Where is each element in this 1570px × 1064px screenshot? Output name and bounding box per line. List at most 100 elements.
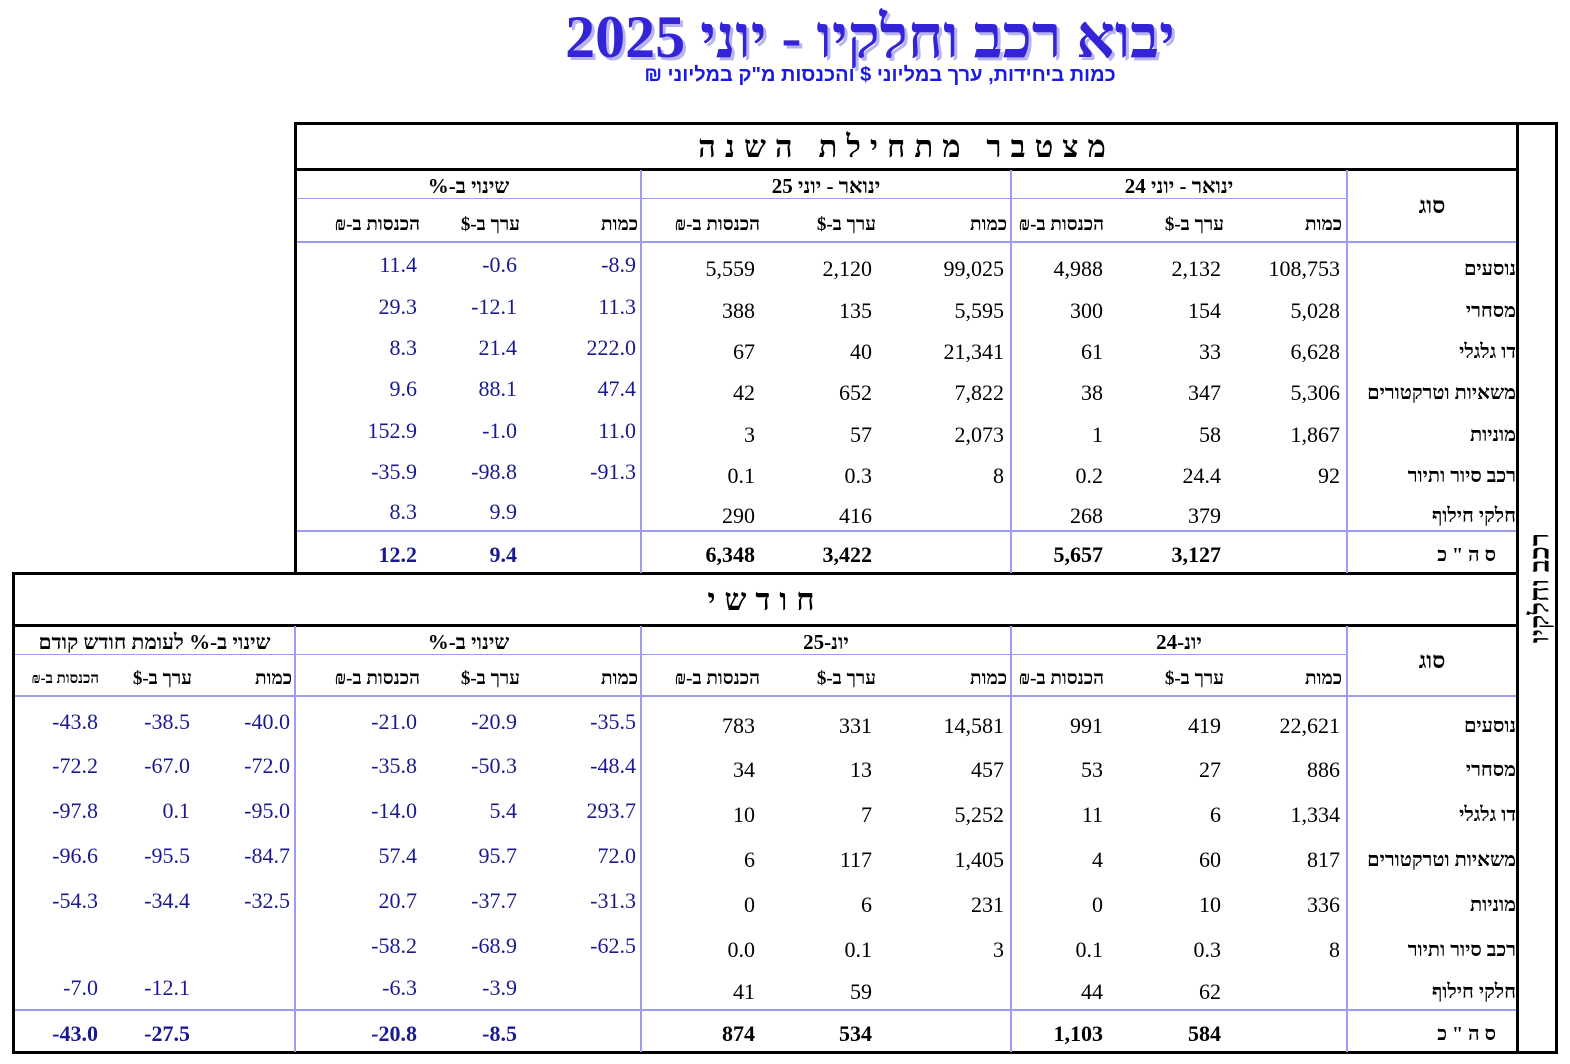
- subheader-value: ערך ב-$: [1164, 214, 1224, 235]
- row-label: דו גלגלי: [1459, 804, 1516, 826]
- table-cell-pq: -48.4: [590, 753, 636, 778]
- table-cell-pq: 222.0: [586, 335, 637, 360]
- total-cell-pv: -8.5: [482, 1021, 517, 1046]
- table-cell-v24: 379: [1188, 503, 1221, 528]
- table-cell-v25: 135: [839, 298, 872, 323]
- total-cell-pr: 12.2: [378, 542, 418, 567]
- table-cell-q25: 1,405: [954, 847, 1005, 872]
- table-cell-q24: 886: [1307, 757, 1340, 782]
- table-cell-q24: 6,628: [1290, 339, 1341, 364]
- table-cell-pq: [541, 973, 636, 1003]
- table-cell-v24: 6: [1210, 802, 1221, 827]
- table-cell-v24: 33: [1199, 339, 1221, 364]
- subheader-revenue: הכנסות ב-₪: [334, 668, 420, 689]
- group-header-prev-year: יונ-24: [1156, 630, 1202, 654]
- table-cell-mr: -7.0: [63, 975, 98, 1000]
- table-cell-q25: 5,252: [954, 802, 1005, 827]
- table-cell-v25: 13: [850, 757, 872, 782]
- table-cell-pv: -37.7: [471, 888, 517, 913]
- table-cell-pq: -62.5: [590, 933, 636, 958]
- table-cell-q24: [1245, 977, 1340, 1007]
- subheader-qty: כמות: [970, 214, 1007, 235]
- table-cell-pr: 11.4: [379, 252, 417, 277]
- subheader-revenue-prev-month: הכנסות ב-₪: [31, 671, 99, 687]
- total-cell-pv: 9.4: [489, 542, 518, 567]
- band-divider-monthly: [12, 624, 1518, 627]
- total-cell-r25: 6,348: [705, 542, 756, 567]
- cumulative-band-title: מצטבר מתחילת השנה: [698, 129, 1115, 164]
- table-cell-q24: 336: [1307, 892, 1340, 917]
- total-cell-r24: 5,657: [1053, 542, 1104, 567]
- total-cell-q25: [909, 540, 1004, 570]
- table-cell-pr: -21.0: [371, 709, 417, 734]
- column-divider: [640, 626, 642, 1052]
- table-cell-q25: 3: [993, 937, 1004, 962]
- table-cell-pv: 95.7: [478, 843, 518, 868]
- table-cell-r24: 11: [1081, 802, 1103, 827]
- table-cell-v24: 62: [1199, 979, 1221, 1004]
- row-label: רכב סיור ותיור: [1407, 465, 1516, 487]
- table-cell-r25: 290: [722, 503, 755, 528]
- table-cell-q24: 817: [1307, 847, 1340, 872]
- table-cell-pv: -98.8: [471, 459, 517, 484]
- table-cell-v24: 154: [1188, 298, 1221, 323]
- table-cell-pq: -8.9: [601, 252, 636, 277]
- row-label: נוסעים: [1463, 715, 1516, 737]
- header-divider: [15, 654, 1346, 655]
- subheader-value: ערך ב-$: [1164, 668, 1224, 689]
- table-cell-mq: -72.0: [244, 753, 290, 778]
- table-cell-pr: 20.7: [378, 888, 418, 913]
- top-border: [294, 122, 1558, 125]
- table-cell-r25: 41: [733, 979, 755, 1004]
- subheader-value: ערך ב-$: [460, 214, 520, 235]
- table-cell-r24: 61: [1081, 339, 1103, 364]
- group-header-curr-year: יונ-25: [803, 630, 849, 654]
- table-cell-pr: -35.8: [371, 753, 417, 778]
- table-cell-mv: -95.5: [144, 843, 190, 868]
- group-header-prev-month: שינוי ב-% לעומת חודש קודם: [38, 630, 271, 654]
- subheader-revenue: הכנסות ב-₪: [1018, 668, 1104, 689]
- table-cell-pv: -3.9: [482, 975, 517, 1000]
- total-cell-pq: [541, 540, 636, 570]
- row-label: רכב סיור ותיור: [1407, 939, 1516, 961]
- table-cell-v25: 416: [839, 503, 872, 528]
- band-divider: [294, 168, 1518, 171]
- column-divider: [1010, 170, 1012, 573]
- page-title: יבוא רכב וחלקיו - יוני 2025: [565, 4, 1175, 70]
- total-row-label: ס ה " כ: [1437, 544, 1496, 566]
- table-cell-v25: 59: [850, 979, 872, 1004]
- total-cell-mq: [195, 1019, 290, 1049]
- table-cell-v24: 347: [1188, 380, 1221, 405]
- table-cell-pv: -20.9: [471, 709, 517, 734]
- table-cell-pq: -91.3: [590, 459, 636, 484]
- table-cell-r24: 991: [1070, 713, 1103, 738]
- subheader-revenue: הכנסות ב-₪: [334, 214, 420, 235]
- table-cell-q24: [1245, 501, 1340, 531]
- table-cell-r25: 0: [744, 892, 755, 917]
- table-cell-q25: [909, 977, 1004, 1007]
- table-cell-mq: -84.7: [244, 843, 290, 868]
- header-underline: [297, 241, 1516, 243]
- table-cell-r24: 300: [1070, 298, 1103, 323]
- subheader-value: ערך ב-$: [816, 668, 876, 689]
- table-cell-pq: 11.3: [598, 294, 636, 319]
- table-cell-q25: 5,595: [954, 298, 1005, 323]
- table-cell-pr: -58.2: [371, 933, 417, 958]
- column-divider: [1346, 626, 1348, 1052]
- row-label: נוסעים: [1463, 258, 1516, 280]
- table-cell-q25: 99,025: [943, 256, 1005, 281]
- table-cell-r24: 0.1: [1075, 937, 1104, 962]
- table-cell-pr: 8.3: [389, 499, 418, 524]
- table-cell-q24: 108,753: [1268, 256, 1341, 281]
- table-cell-q24: 92: [1318, 463, 1340, 488]
- table-cell-mq: [195, 931, 290, 961]
- table-cell-r25: 67: [733, 339, 755, 364]
- table-cell-pq: -31.3: [590, 888, 636, 913]
- table-cell-r24: 0: [1092, 892, 1103, 917]
- table-cell-mr: [3, 931, 98, 961]
- table-cell-q25: 7,822: [954, 380, 1005, 405]
- table-cell-pv: -0.6: [482, 252, 517, 277]
- column-header-type: סוג: [1418, 193, 1446, 218]
- table-cell-r25: 3: [744, 422, 755, 447]
- total-cell-pr: -20.8: [371, 1021, 417, 1046]
